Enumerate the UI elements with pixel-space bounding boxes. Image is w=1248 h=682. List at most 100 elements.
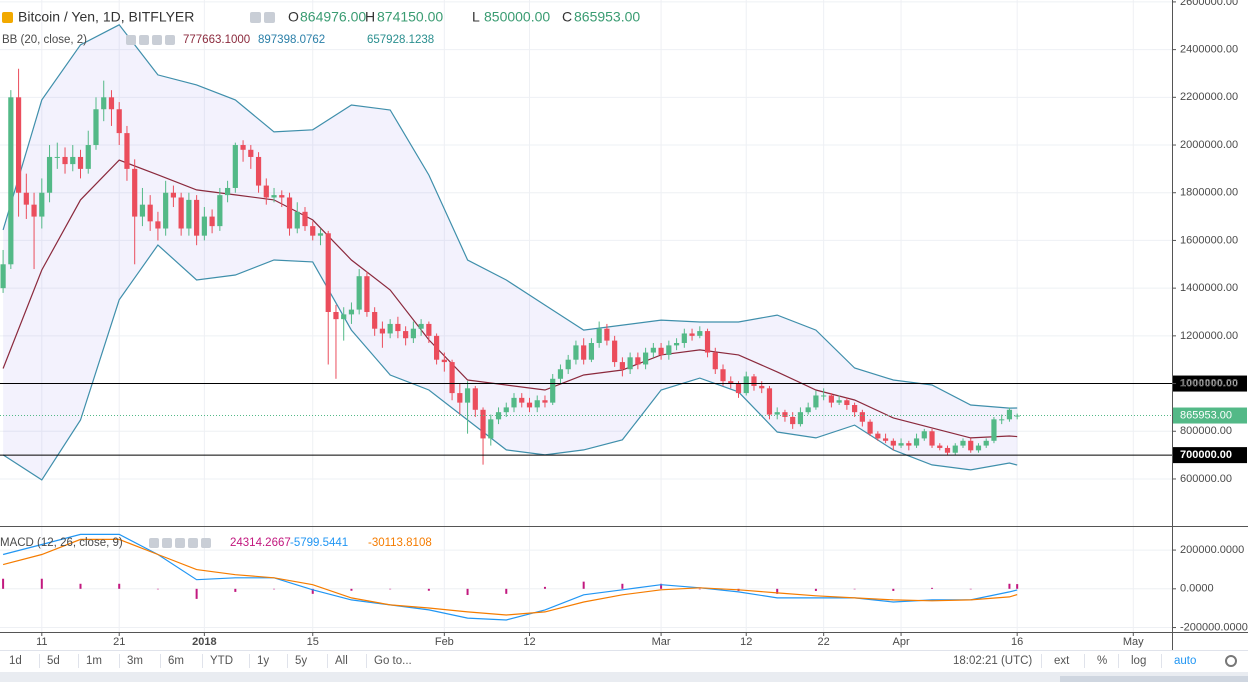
candle-body — [457, 393, 463, 403]
candle-body — [379, 328, 386, 334]
macd-histogram-bar — [466, 588, 469, 596]
candle-body — [720, 369, 726, 382]
candle-body — [279, 195, 285, 198]
candle-body — [23, 192, 29, 205]
settings-gear[interactable] — [1225, 655, 1237, 667]
footer-tab — [1060, 676, 1248, 682]
bb-value: 657928.1238 — [367, 34, 434, 46]
candle-body — [650, 347, 656, 353]
candle-body — [852, 405, 858, 413]
candle-body — [774, 412, 780, 415]
candle-body — [418, 323, 424, 329]
toolbar-button[interactable]: 6m — [168, 655, 184, 667]
candle-body — [511, 397, 517, 408]
candle-body — [906, 443, 912, 446]
candle-body — [867, 421, 873, 434]
candle-body — [155, 221, 161, 229]
macd-histogram-bar — [776, 588, 779, 594]
candle-body — [441, 359, 447, 363]
toolbar-button[interactable]: YTD — [210, 655, 233, 667]
macd-histogram-bar — [1008, 583, 1011, 589]
candle-body — [944, 447, 951, 453]
x-tick-label: 21 — [113, 636, 125, 648]
candle-body — [519, 397, 525, 403]
macd-histogram-bar — [969, 588, 972, 590]
candle-body — [186, 199, 192, 229]
candle-body — [557, 369, 564, 379]
candle-body — [751, 376, 757, 386]
x-tick-label: 2018 — [192, 636, 216, 648]
candle-body — [31, 204, 37, 217]
toolbar-button[interactable]: 1y — [257, 655, 269, 667]
toolbar-button[interactable]: 5d — [47, 655, 60, 667]
toolbar-button[interactable]: All — [335, 655, 348, 667]
x-tick-label: 11 — [36, 636, 47, 648]
candle-body — [46, 156, 53, 193]
candle-body — [240, 145, 246, 150]
toolbar-option[interactable]: ext — [1054, 655, 1070, 667]
toolbar-button[interactable]: Go to... — [374, 655, 412, 667]
macd-histogram-bar — [195, 588, 198, 599]
macd-title: MACD (12, 26, close, 9) — [0, 537, 123, 549]
candle-body — [286, 197, 293, 229]
candle-body — [163, 192, 169, 229]
toolbar-button[interactable]: 5y — [295, 655, 307, 667]
y-tick-label: 1600000.00 — [1180, 234, 1238, 246]
toolbar-button[interactable]: 1d — [9, 655, 22, 667]
candle-body — [77, 156, 84, 169]
candle-body — [658, 347, 664, 355]
toolbar-button[interactable]: 3m — [127, 655, 143, 667]
candle-body — [534, 400, 540, 408]
candle-body — [991, 419, 997, 441]
candle-body — [70, 156, 76, 165]
candle-body — [132, 168, 138, 217]
candle-body — [248, 149, 254, 157]
candle-body — [403, 331, 409, 339]
candle-body — [821, 395, 827, 397]
icon — [152, 35, 162, 45]
price-label-box — [1173, 375, 1247, 392]
ohlc-key: C — [562, 9, 572, 25]
ohlc-value: 850000.00 — [484, 9, 550, 25]
candle-body — [101, 97, 107, 110]
candle-body — [54, 156, 60, 158]
x-tick-label: Feb — [435, 636, 454, 648]
macd-histogram-bar — [350, 588, 353, 591]
candle-body — [0, 264, 6, 289]
price-label-box — [1173, 407, 1247, 424]
icon — [126, 35, 136, 45]
candle-body — [341, 314, 347, 320]
toolbar-option[interactable]: auto — [1174, 655, 1196, 667]
candle-body — [550, 378, 556, 403]
candle-body — [813, 395, 819, 408]
candle-body — [929, 431, 935, 446]
macd-histogram-bar — [2, 578, 5, 589]
candle-body — [139, 204, 146, 217]
candle-body — [271, 195, 277, 198]
macd-histogram-bar — [389, 588, 392, 590]
candle-body — [627, 357, 633, 370]
x-tick-label: 12 — [740, 636, 752, 648]
x-tick-label: Apr — [892, 636, 909, 648]
band-line — [2, 24, 1018, 409]
candle-body — [968, 440, 974, 451]
candle-body — [15, 97, 22, 193]
band-line — [2, 159, 1018, 439]
icon — [264, 12, 275, 23]
toolbar-button[interactable]: 1m — [86, 655, 102, 667]
toolbar-option[interactable]: % — [1097, 655, 1107, 667]
icon — [165, 35, 175, 45]
macd-value: 24314.2667 — [230, 537, 291, 549]
x-tick-label: 15 — [307, 636, 319, 648]
icon — [201, 538, 211, 548]
toolbar-option[interactable]: log — [1131, 655, 1146, 667]
icon — [188, 538, 198, 548]
y-tick-label: 1000000.00 — [1180, 377, 1238, 389]
candle-body — [209, 216, 215, 227]
candle-body — [766, 388, 773, 415]
candle-body — [356, 276, 362, 310]
candle-body — [704, 331, 711, 353]
candle-body — [619, 362, 625, 370]
footer-strip — [0, 672, 1248, 682]
candle-body — [333, 311, 339, 320]
